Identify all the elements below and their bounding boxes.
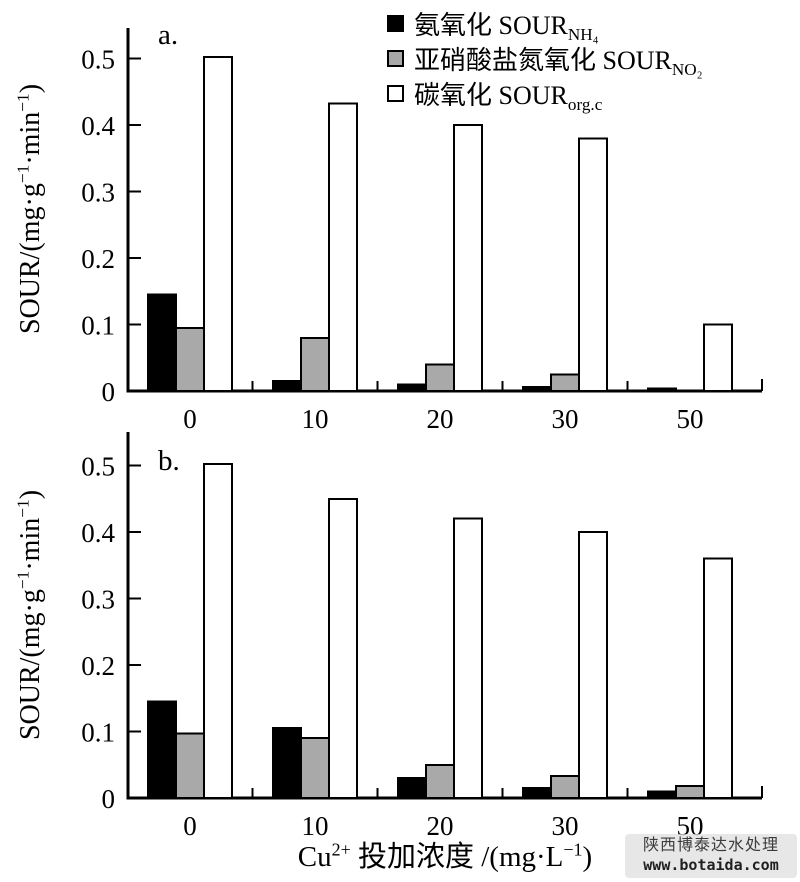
legend-label: 碳氧化 SOURorg.c bbox=[414, 81, 603, 115]
bar-no2-cu30 bbox=[550, 775, 580, 799]
bar-no2-cu10 bbox=[300, 336, 330, 392]
bar-nh4-cu50 bbox=[647, 790, 677, 799]
y-tick-label: 0.2 bbox=[81, 244, 115, 274]
y-tick-label: 0 bbox=[102, 784, 116, 814]
bar-orgc-cu50 bbox=[703, 323, 733, 392]
x-tick-label: 10 bbox=[302, 404, 329, 434]
legend-swatch-white-icon bbox=[387, 85, 404, 102]
y-tick-label: 0.5 bbox=[81, 452, 115, 482]
y-tick-label: 0.2 bbox=[81, 651, 115, 681]
x-tick-label: 30 bbox=[552, 404, 579, 434]
panel-a: 0 0.1 0.2 0.3 0.4 0.5 0 10 20 30 50 a. bbox=[81, 19, 764, 434]
bar-orgc-cu0 bbox=[203, 463, 233, 799]
bar-nh4-cu20 bbox=[397, 777, 427, 799]
bar-no2-cu0 bbox=[175, 732, 205, 799]
y-tick-label: 0.4 bbox=[81, 518, 115, 548]
bar-nh4-cu20 bbox=[397, 383, 427, 393]
bar-nh4-cu50 bbox=[647, 387, 677, 392]
legend-swatch-gray-icon bbox=[387, 50, 404, 67]
bar-no2-cu20 bbox=[425, 763, 455, 799]
x-axis-title: Cu2+ 投加浓度 /(mg·L−1) bbox=[297, 839, 593, 873]
y-tick-label: 0.1 bbox=[81, 311, 115, 341]
y-tick-label: 0 bbox=[102, 377, 116, 407]
watermark-company-name: 陕西博泰达水处理 bbox=[642, 837, 779, 854]
x-tick-label: 20 bbox=[427, 404, 454, 434]
legend-swatch-black-icon bbox=[387, 15, 404, 32]
bar-orgc-cu10 bbox=[328, 102, 358, 392]
bar-orgc-cu30 bbox=[578, 531, 608, 799]
x-tick-label: 10 bbox=[302, 811, 329, 841]
bar-nh4-cu30 bbox=[522, 787, 552, 800]
x-tick-label: 20 bbox=[427, 811, 454, 841]
bar-no2-cu30 bbox=[550, 373, 580, 392]
bar-orgc-cu50 bbox=[703, 557, 733, 799]
x-tick-label: 50 bbox=[677, 404, 704, 434]
x-tick-label: 0 bbox=[183, 404, 197, 434]
bar-nh4-cu30 bbox=[522, 386, 552, 393]
bar-nh4-cu0 bbox=[147, 293, 177, 393]
y-axis-title-panel-a: SOUR/(mg·g−1·min−1) bbox=[13, 83, 46, 335]
legend: 氨氧化 SOURNH₄ 亚硝酸盐氮氧化 SOURNO₂ 碳氧化 SOURorg.… bbox=[387, 6, 703, 115]
bar-nh4-cu10 bbox=[272, 380, 302, 392]
legend-item-nitrite-oxidation: 亚硝酸盐氮氧化 SOURNO₂ bbox=[387, 41, 703, 80]
bar-no2-cu20 bbox=[425, 363, 455, 392]
bar-no2-cu0 bbox=[175, 326, 205, 393]
watermark-url: www.botaida.com bbox=[643, 856, 779, 874]
bar-no2-cu10 bbox=[300, 737, 330, 800]
legend-item-ammonia-oxidation: 氨氧化 SOURNH₄ bbox=[387, 6, 703, 45]
y-tick-label: 0.3 bbox=[81, 585, 115, 615]
bar-orgc-cu10 bbox=[328, 497, 358, 799]
y-axis-title-panel-b: SOUR/(mg·g−1·min−1) bbox=[13, 489, 46, 741]
panel-letter: a. bbox=[158, 19, 178, 51]
y-tick-label: 0.1 bbox=[81, 718, 115, 748]
legend-item-carbon-oxidation: 碳氧化 SOURorg.c bbox=[387, 76, 703, 115]
watermark: 陕西博泰达水处理 www.botaida.com bbox=[625, 834, 797, 878]
bar-orgc-cu0 bbox=[203, 56, 233, 392]
bar-nh4-cu10 bbox=[272, 727, 302, 799]
bar-no2-cu50 bbox=[675, 785, 705, 800]
bar-orgc-cu20 bbox=[453, 124, 483, 392]
panel-letter: b. bbox=[158, 445, 180, 477]
y-tick-label: 0.3 bbox=[81, 178, 115, 208]
legend-label: 亚硝酸盐氮氧化 SOURNO₂ bbox=[414, 46, 703, 80]
bar-nh4-cu0 bbox=[147, 700, 177, 800]
legend-label: 氨氧化 SOURNH₄ bbox=[414, 11, 599, 45]
bar-orgc-cu20 bbox=[453, 517, 483, 799]
bar-orgc-cu30 bbox=[578, 137, 608, 392]
x-tick-label: 0 bbox=[183, 811, 197, 841]
x-tick-label: 30 bbox=[552, 811, 579, 841]
panel-b: 00.10.20.30.40.50 10 20 30 50b. bbox=[81, 432, 764, 841]
y-tick-label: 0.5 bbox=[81, 45, 115, 75]
y-tick-label: 0.4 bbox=[81, 111, 115, 141]
